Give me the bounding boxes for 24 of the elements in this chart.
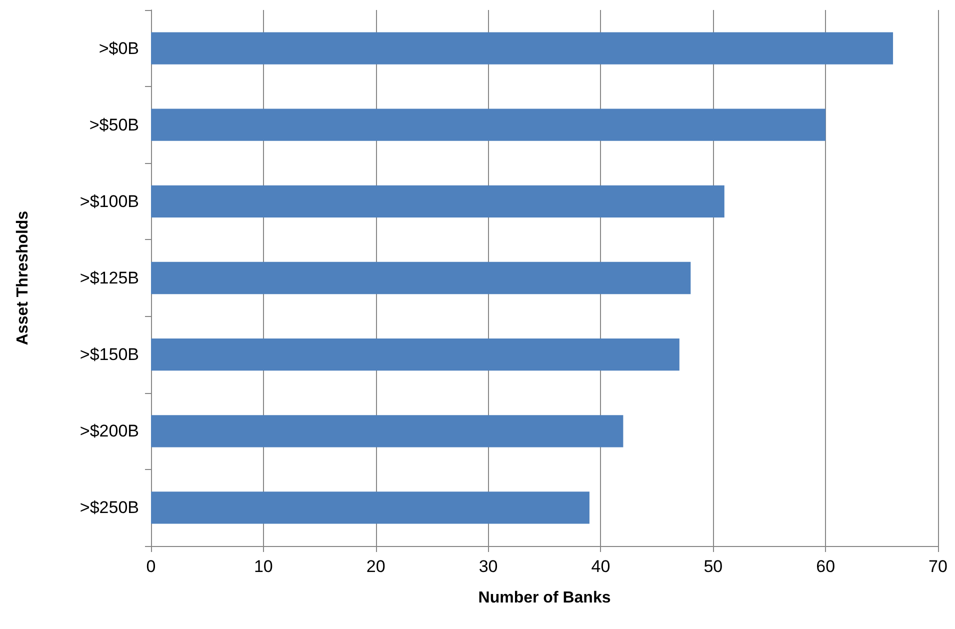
bar [151,108,826,141]
x-tick-label: 10 [254,557,273,576]
x-tick-label: 70 [928,557,948,576]
bar [151,415,624,448]
bar [151,32,894,64]
x-tick-label: 40 [591,557,610,576]
bar [151,338,680,371]
x-tick-label: 0 [146,557,156,576]
bar [151,262,691,294]
x-tick-label: 30 [478,557,498,576]
y-tick-label: >$100B [80,192,139,211]
y-axis-title: Asset Thresholds [14,210,32,346]
y-tick-label: >$200B [80,422,139,441]
x-axis-title: Number of Banks [478,590,611,606]
y-tick-label: >$50B [89,115,139,134]
y-tick-label: >$150B [80,345,139,364]
bar [151,492,590,524]
x-tick-label: 50 [704,557,723,576]
x-tick-label: 60 [816,557,836,576]
y-tick-label: >$250B [80,498,139,518]
x-tick-label: 20 [366,557,386,576]
y-tick-label: >$0B [98,38,139,58]
y-tick-label: >$125B [80,268,139,288]
bar [151,185,724,218]
